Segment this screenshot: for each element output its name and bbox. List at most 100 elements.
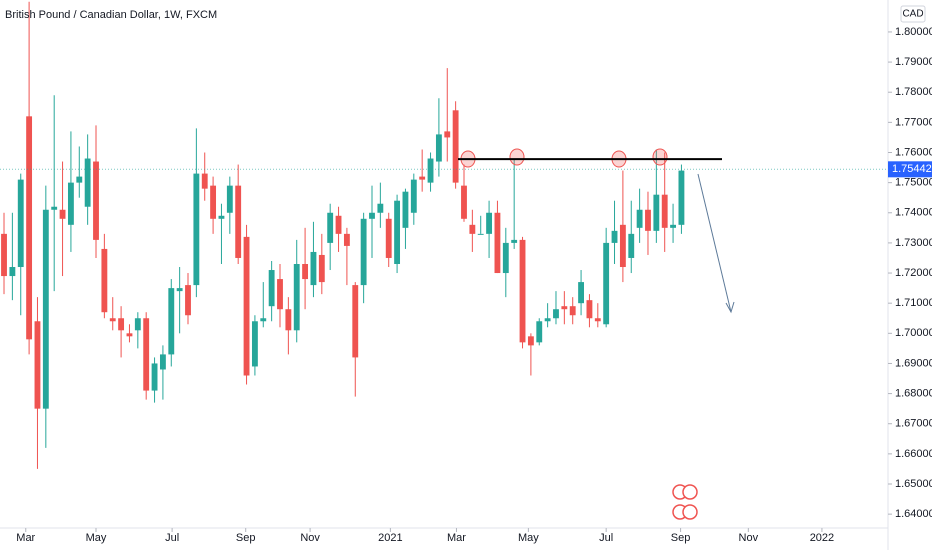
- candle-body: [385, 218, 392, 258]
- candle-body: [143, 318, 150, 391]
- candle-body: [134, 318, 141, 331]
- candle-body: [51, 206, 58, 210]
- candle-body: [218, 215, 225, 219]
- candle-body: [402, 191, 409, 228]
- y-tick-label: 1.64000: [895, 508, 932, 520]
- y-tick-label: 1.71000: [895, 297, 932, 309]
- arrow-head: [725, 301, 735, 314]
- y-tick-label: 1.79000: [895, 56, 932, 68]
- chart-title: British Pound / Canadian Dollar, 1W, FXC…: [5, 9, 217, 21]
- candle-body: [42, 209, 49, 409]
- y-tick-label: 1.67000: [895, 418, 932, 430]
- candle-body: [159, 354, 166, 370]
- candle-body: [318, 254, 325, 283]
- event-icon: [682, 484, 698, 500]
- candle-body: [335, 215, 342, 234]
- candle-body: [84, 158, 91, 207]
- touch-circle: [652, 148, 668, 166]
- candle-body: [126, 333, 133, 337]
- candle-body: [93, 161, 99, 240]
- candle-body: [394, 200, 401, 264]
- candle-body: [477, 233, 484, 235]
- candle-body: [427, 158, 434, 183]
- arrow-shaft: [697, 173, 732, 313]
- event-icons: [672, 484, 698, 520]
- candle-body: [17, 179, 24, 268]
- candle-body: [636, 209, 643, 228]
- candle-body: [519, 239, 526, 343]
- candle-body: [670, 224, 676, 228]
- currency-label: CAD: [902, 9, 923, 20]
- candle-body: [343, 233, 350, 246]
- candle-body: [235, 185, 242, 258]
- candle-body: [377, 203, 384, 213]
- candle-body: [118, 318, 125, 331]
- x-tick-label: Sep: [236, 532, 256, 544]
- plot: [0, 1, 888, 469]
- candle-body: [511, 239, 518, 243]
- candle-body: [494, 212, 501, 274]
- y-tick-label: 1.80000: [895, 26, 932, 38]
- candle-body: [201, 173, 208, 189]
- x-tick-label: Jul: [599, 532, 613, 544]
- candle-body: [603, 242, 610, 325]
- candle-body: [151, 363, 158, 391]
- candle-body: [553, 309, 559, 319]
- x-tick-label: 2022: [810, 532, 834, 544]
- candle-body: [185, 285, 191, 316]
- candle-body: [1, 233, 7, 277]
- candle-body: [611, 230, 618, 243]
- candle-body: [352, 285, 359, 358]
- currency-box: [900, 5, 926, 23]
- candle-body: [302, 264, 309, 280]
- candle-body: [461, 185, 467, 219]
- candle-body: [678, 170, 685, 225]
- y-tick-label: 1.72000: [895, 267, 932, 279]
- candle-body: [243, 236, 250, 376]
- y-tick-label: 1.70000: [895, 327, 932, 339]
- candle-body: [168, 288, 175, 355]
- candle-body: [369, 212, 375, 219]
- y-tick-label: 1.66000: [895, 448, 932, 460]
- x-tick-label: May: [86, 532, 107, 544]
- candle-body: [260, 318, 267, 322]
- candle-body: [578, 282, 584, 304]
- candle-body: [645, 209, 651, 231]
- candle-body: [360, 218, 367, 286]
- candle-body: [26, 116, 33, 340]
- candle-body: [561, 306, 568, 310]
- candle-body: [327, 212, 334, 243]
- touch-circle: [509, 148, 525, 166]
- x-tick-label: Mar: [16, 532, 35, 544]
- candle-body: [251, 321, 258, 367]
- candle-body: [502, 242, 509, 274]
- candle-body: [452, 110, 459, 183]
- x-tick-label: 2021: [378, 532, 402, 544]
- x-tick-label: Sep: [671, 532, 691, 544]
- candle-body: [59, 209, 66, 219]
- candle-body: [527, 336, 534, 346]
- y-tick-label: 1.78000: [895, 86, 932, 98]
- x-tick-label: May: [518, 532, 539, 544]
- y-tick-label: 1.77000: [895, 116, 932, 128]
- y-tick-label: 1.69000: [895, 357, 932, 369]
- candle-body: [594, 318, 601, 322]
- candle-body: [101, 248, 108, 313]
- candle-body: [193, 173, 200, 286]
- candle-body: [410, 179, 417, 213]
- x-tick-label: Mar: [447, 532, 466, 544]
- y-tick-label: 1.74000: [895, 207, 932, 219]
- last-price-tag: [888, 161, 932, 178]
- candle-body: [419, 176, 426, 180]
- candle-body: [569, 306, 576, 316]
- y-tick-label: 1.76000: [895, 146, 932, 158]
- candle-body: [285, 309, 292, 331]
- candle-body: [67, 182, 74, 225]
- candle-body: [277, 279, 283, 310]
- x-tick-label: Nov: [739, 532, 759, 544]
- y-tick-label: 1.75000: [895, 177, 932, 189]
- candle-body: [444, 131, 451, 138]
